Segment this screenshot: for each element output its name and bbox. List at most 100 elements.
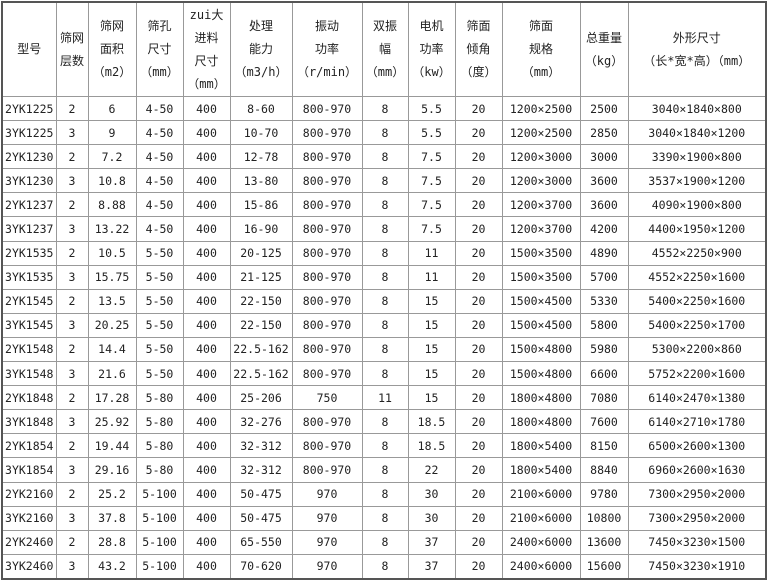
table-cell: 3YK1545 [1,312,57,338]
table-cell: 800-970 [291,240,363,266]
table-cell: 50-475 [229,505,293,531]
header-line: 筛面 [466,19,491,33]
table-cell: 400 [182,288,231,314]
table-cell: 4890 [579,240,629,266]
table-cell: 7.2 [87,144,137,170]
table-cell: 400 [182,505,231,531]
table-cell: 15 [407,312,456,338]
table-cell: 3YK1535 [1,264,57,290]
table-cell: 8 [361,168,409,194]
table-cell: 2 [55,288,89,314]
table-cell: 5.5 [407,95,456,122]
table-cell: 6 [87,95,137,122]
table-cell: 6600 [579,361,629,387]
table-row: 3YK1535 3 15.75 5-50 400 21-125 800-970 8 11 20 15… [1,264,767,290]
table-cell: 2100×6000 [501,481,581,507]
table-cell: 2YK1230 [1,144,57,170]
table-cell: 7300×2950×2000 [627,505,767,531]
table-cell: 3040×1840×800 [627,95,767,122]
table-cell: 6140×2470×1380 [627,385,767,411]
table-row: 2YK1225 2 6 4-50 400 8-60 800-970 8 5.5 20 1200×25… [1,95,767,122]
table-cell: 3390×1900×800 [627,144,767,170]
table-cell: 2 [55,529,89,555]
table-cell: 7.5 [407,144,456,170]
table-cell: 400 [182,409,231,435]
header-line: 振动 [314,19,339,33]
table-cell: 3600 [579,192,629,218]
table-cell: 10800 [579,505,629,531]
table-cell: 8 [361,312,409,338]
table-cell: 5300×2200×860 [627,336,767,363]
table-cell: 3YK2460 [1,553,57,580]
column-header: 电机 功率 （kw） [407,1,456,97]
table-cell: 8 [361,192,409,218]
table-cell: 5752×2200×1600 [627,361,767,387]
table-cell: 13.5 [87,288,137,314]
table-cell: 3 [55,168,89,194]
table-cell: 2YK1237 [1,192,57,218]
table-cell: 15 [407,336,456,363]
table-cell: 22-150 [229,312,293,338]
table-row: 3YK2160 3 37.8 5-100 400 50-475 970 8 30 20 2100×6… [1,505,767,531]
table-cell: 400 [182,240,231,266]
table-cell: 13600 [579,529,629,555]
header-line: 功率 [419,42,444,56]
table-cell: 400 [182,481,231,507]
column-header: 外形尺寸 （长*宽*高）（mm） [627,1,767,97]
table-cell: 32-312 [229,433,293,459]
table-cell: 20 [454,385,503,411]
table-row: 3YK2460 3 43.2 5-100 400 70-620 970 8 37 20 2400×6… [1,553,767,580]
header-line: 尺寸 [147,42,172,56]
table-cell: 37.8 [87,505,137,531]
table-cell: 970 [291,505,363,531]
table-row: 2YK1548 2 14.4 5-50 400 22.5-162 800-970 8 15 20 1… [1,336,767,363]
table-cell: 2 [55,336,89,363]
table-cell: 4-50 [135,120,184,146]
header-line: 外形尺寸 [672,30,721,45]
table-cell: 1500×4500 [501,288,581,314]
table-cell: 15-86 [229,192,293,218]
header-line: 型号 [17,42,42,56]
column-header: 筛孔 尺寸 （mm） [135,1,184,97]
table-row: 2YK1854 2 19.44 5-80 400 32-312 800-970 8 18.5 20… [1,433,767,459]
table-cell: 11 [361,385,409,411]
table-cell: 20 [454,529,503,555]
table-cell: 7450×3230×1910 [627,553,767,580]
table-cell: 800-970 [291,264,363,290]
column-header: 振动 功率 （r/min） [291,1,363,97]
table-cell: 20.25 [87,312,137,338]
header-line: （mm） [187,76,226,91]
table-cell: 5-50 [135,288,184,314]
table-cell: 8 [361,457,409,483]
table-cell: 11 [407,264,456,290]
table-cell: 800-970 [291,192,363,218]
table-cell: 5-80 [135,385,184,411]
table-cell: 1800×4800 [501,409,581,435]
table-cell: 20 [454,553,503,580]
table-cell: 20 [454,144,503,170]
table-cell: 3 [55,361,89,387]
column-header: 型号 [1,1,57,97]
table-cell: 3000 [579,144,629,170]
column-header: 筛网 面积 （m2） [87,1,137,97]
table-cell: 2500 [579,95,629,122]
table-cell: 20 [454,192,503,218]
header-line: 功率 [314,42,339,56]
table-cell: 20 [454,264,503,290]
header-line: （度） [460,65,497,79]
table-cell: 2 [55,433,89,459]
table-cell: 30 [407,505,456,531]
table-row: 3YK1848 3 25.92 5-80 400 32-276 800-970 8 18.5 20… [1,409,767,435]
table-row: 2YK2460 2 28.8 5-100 400 65-550 970 8 37 20 2400×6… [1,529,767,555]
table-cell: 20 [454,481,503,507]
table-cell: 5-50 [135,336,184,363]
table-cell: 37 [407,553,456,580]
header-line: 面积 [99,42,124,56]
table-cell: 1500×3500 [501,264,581,290]
table-cell: 3YK1237 [1,216,57,242]
table-cell: 8 [361,144,409,170]
table-cell: 8 [361,409,409,435]
table-cell: 1800×5400 [501,433,581,459]
table-cell: 30 [407,481,456,507]
header-line: 层数 [59,53,84,68]
